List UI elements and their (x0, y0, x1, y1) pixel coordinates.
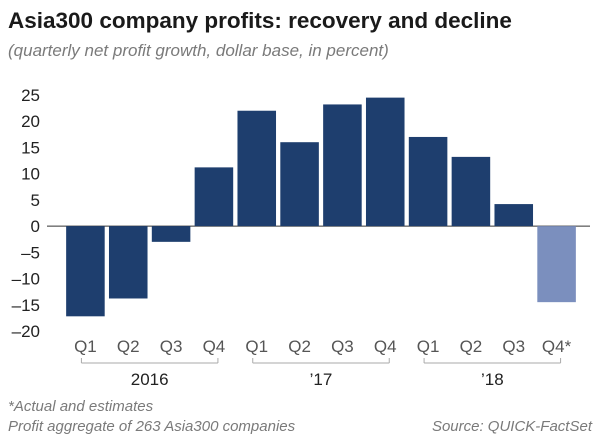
x-category-label: Q4 (374, 337, 397, 356)
bar (151, 226, 191, 242)
estimate-footnote: *Actual and estimates (8, 398, 154, 415)
x-group-label: 2016 (131, 370, 169, 389)
y-tick-label: 20 (21, 112, 40, 131)
x-category-label: Q1 (74, 337, 97, 356)
x-axis-categories: Q1 Q2 Q3 Q4 Q1 Q2 Q3 Q4 Q1 Q2 Q3 Q4* (74, 337, 572, 356)
y-tick-label: 10 (21, 165, 40, 184)
chart-title: Asia300 company profits: recovery and de… (8, 8, 512, 33)
y-tick-label: –20 (12, 322, 40, 341)
x-group-label: ’17 (310, 370, 333, 389)
y-tick-label: 15 (21, 138, 40, 157)
bar (365, 97, 405, 227)
x-category-label: Q2 (460, 337, 483, 356)
x-category-label: Q1 (245, 337, 268, 356)
chart-subtitle: (quarterly net profit growth, dollar bas… (8, 41, 389, 60)
x-group-label: ’18 (481, 370, 504, 389)
bar (194, 167, 234, 227)
aggregate-footnote: Profit aggregate of 263 Asia300 companie… (8, 418, 296, 435)
bar (323, 104, 362, 227)
y-tick-label: –10 (12, 270, 40, 289)
x-category-label: Q3 (160, 337, 183, 356)
bar (280, 142, 319, 227)
x-category-label: Q1 (417, 337, 440, 356)
bar (408, 136, 448, 227)
x-category-label: Q3 (331, 337, 354, 356)
bar-estimate (537, 226, 576, 303)
x-category-label: Q2 (288, 337, 311, 356)
bar (66, 226, 105, 317)
y-tick-label: –5 (21, 243, 40, 262)
x-category-label: Q4 (203, 337, 226, 356)
x-category-label: Q2 (117, 337, 140, 356)
bar (108, 226, 148, 299)
x-category-label: Q4* (542, 337, 572, 356)
y-tick-label: 5 (31, 191, 40, 210)
x-axis-groups: 2016 ’17 ’18 (80, 358, 562, 389)
y-axis-ticks: 25 20 15 10 5 0 –5 –10 –15 –20 (12, 86, 40, 341)
y-tick-label: –15 (12, 296, 40, 315)
y-tick-label: 0 (31, 217, 40, 236)
bars (66, 97, 576, 317)
y-tick-label: 25 (21, 86, 40, 105)
bar (494, 204, 534, 227)
x-category-label: Q3 (502, 337, 525, 356)
source-credit: Source: QUICK-FactSet (431, 418, 592, 435)
bar (237, 110, 277, 227)
bar (451, 156, 491, 227)
